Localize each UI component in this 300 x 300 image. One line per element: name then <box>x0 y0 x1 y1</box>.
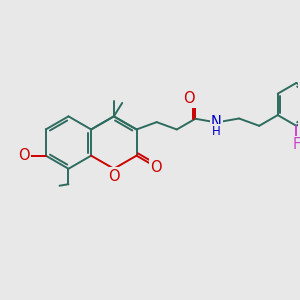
Text: O: O <box>18 148 30 163</box>
Text: N: N <box>211 115 222 130</box>
Text: H: H <box>212 125 221 139</box>
Text: O: O <box>183 91 195 106</box>
Text: O: O <box>108 169 120 184</box>
Text: F: F <box>292 137 300 152</box>
Text: O: O <box>151 160 162 175</box>
